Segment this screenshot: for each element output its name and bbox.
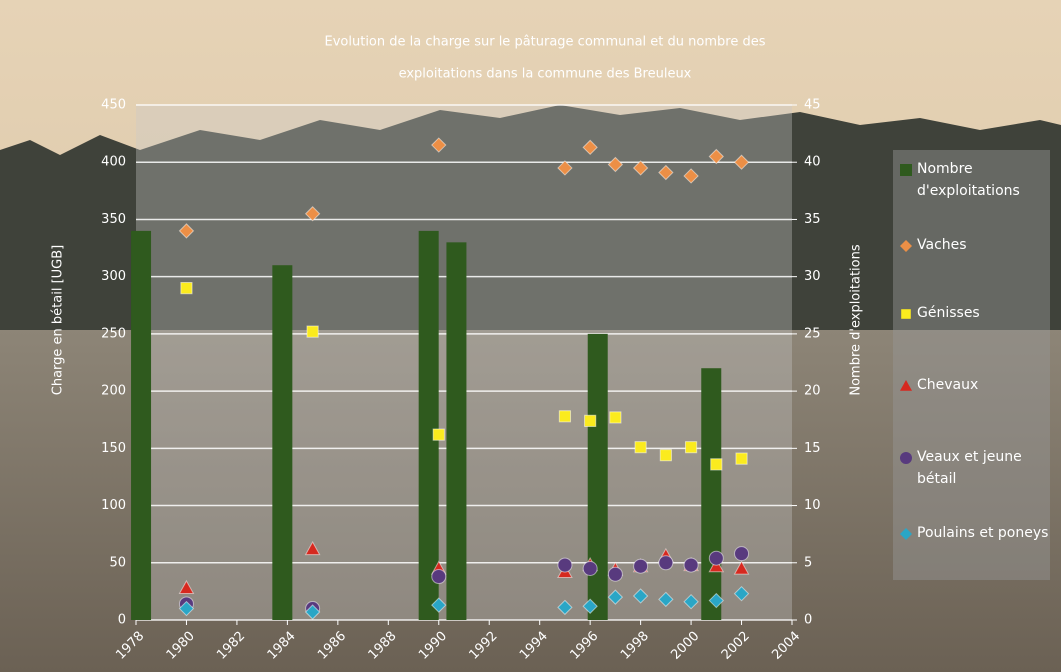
chart-title: exploitations dans la commune des Breule… — [399, 67, 692, 82]
bar — [272, 265, 292, 620]
point — [307, 326, 318, 337]
point — [610, 412, 621, 423]
point — [608, 567, 622, 581]
legend-label: Nombre d'exploitations — [917, 158, 1049, 202]
point — [634, 559, 648, 573]
bar — [446, 242, 466, 620]
bar — [419, 231, 439, 620]
y-tick-label: 50 — [109, 555, 126, 570]
legend-swatch — [899, 379, 913, 393]
y2-axis-label: Nombre d'exploitations — [849, 244, 864, 395]
point — [711, 459, 722, 470]
y2-tick-label: 45 — [804, 98, 821, 113]
legend-marker — [900, 452, 912, 464]
legend-entry: Nombre d'exploitations — [899, 158, 1049, 202]
point — [659, 556, 673, 570]
legend-swatch — [899, 239, 913, 253]
y-tick-label: 400 — [101, 155, 126, 170]
y-tick-label: 100 — [101, 498, 126, 513]
page: Evolution de la charge sur le pâturage c… — [0, 0, 1061, 672]
legend-swatch — [899, 163, 913, 177]
point — [735, 547, 749, 561]
y-axis-label: Charge en bétail [UGB] — [51, 245, 66, 395]
legend-marker — [900, 380, 912, 391]
point — [709, 551, 723, 565]
legend-label: Veaux et jeune bétail — [917, 446, 1049, 490]
point — [660, 450, 671, 461]
point — [433, 429, 444, 440]
y-tick-label: 450 — [101, 98, 126, 113]
legend-marker — [900, 240, 912, 252]
legend-marker — [900, 164, 912, 176]
y2-tick-label: 20 — [804, 384, 821, 399]
y2-tick-label: 40 — [804, 155, 821, 170]
legend-label: Poulains et poneys — [917, 522, 1048, 544]
y-tick-label: 350 — [101, 212, 126, 227]
legend-swatch — [899, 451, 913, 465]
y2-tick-label: 5 — [804, 555, 812, 570]
y2-tick-label: 0 — [804, 613, 812, 628]
legend-entry: Génisses — [899, 302, 1049, 324]
legend-entry: Vaches — [899, 234, 1049, 256]
y2-tick-label: 25 — [804, 326, 821, 341]
legend-marker — [900, 528, 912, 540]
legend-swatch — [899, 527, 913, 541]
y-tick-label: 0 — [118, 613, 126, 628]
y2-tick-label: 15 — [804, 441, 821, 456]
bar — [588, 334, 608, 620]
point — [635, 442, 646, 453]
legend-label: Génisses — [917, 302, 980, 324]
y-tick-label: 250 — [101, 326, 126, 341]
legend: Nombre d'exploitations Vaches Génisses Chev… — [893, 150, 1050, 580]
y-tick-label: 300 — [101, 269, 126, 284]
y-tick-label: 150 — [101, 441, 126, 456]
legend-entry: Poulains et poneys — [899, 522, 1049, 544]
point — [736, 453, 747, 464]
y2-tick-label: 30 — [804, 269, 821, 284]
point — [684, 558, 698, 572]
point — [181, 283, 192, 294]
y-tick-label: 200 — [101, 384, 126, 399]
y2-tick-label: 35 — [804, 212, 821, 227]
legend-label: Chevaux — [917, 374, 978, 396]
legend-label: Vaches — [917, 234, 967, 256]
point — [558, 558, 572, 572]
legend-marker — [901, 309, 911, 319]
point — [585, 415, 596, 426]
point — [559, 411, 570, 422]
legend-entry: Chevaux — [899, 374, 1049, 396]
point — [583, 562, 597, 576]
bar — [131, 231, 151, 620]
chart-title: Evolution de la charge sur le pâturage c… — [325, 35, 766, 50]
legend-entry: Veaux et jeune bétail — [899, 446, 1049, 490]
point — [685, 442, 696, 453]
bar — [701, 368, 721, 620]
y2-tick-label: 10 — [804, 498, 821, 513]
point — [432, 570, 446, 584]
legend-swatch — [899, 307, 913, 321]
